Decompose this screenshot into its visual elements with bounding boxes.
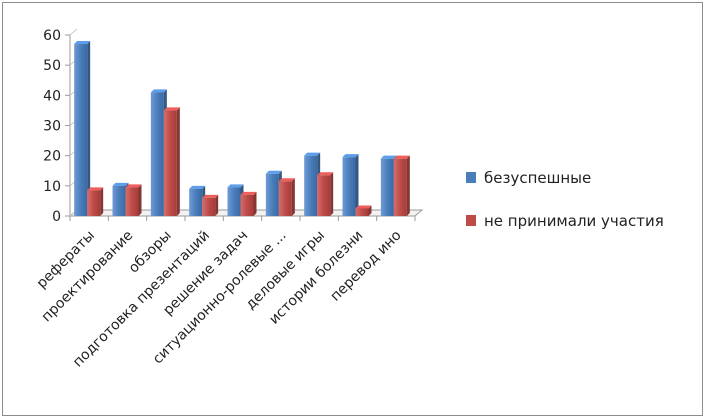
legend-swatch <box>466 172 476 183</box>
bar-top <box>342 154 359 158</box>
bar-front <box>342 157 356 216</box>
y-tick-label: 0 <box>52 209 61 225</box>
bar-ne-prinimali <box>240 191 257 216</box>
bar-top <box>227 184 244 188</box>
bar-top <box>189 185 206 189</box>
bar-front <box>317 175 331 216</box>
bar-side <box>291 178 295 216</box>
y-tick-label: 60 <box>43 28 61 44</box>
bar-top <box>355 205 372 209</box>
bar-top <box>380 155 397 159</box>
bar-side <box>368 205 372 216</box>
legend-swatch <box>466 215 476 226</box>
x-tick-label: перевод ино <box>328 228 405 305</box>
bar-side <box>138 184 142 216</box>
bar-top <box>202 194 219 198</box>
bar-front <box>202 197 216 216</box>
bar-front <box>304 155 318 216</box>
legend-label: безуспешные <box>484 169 591 187</box>
bar-front <box>125 187 139 216</box>
bar-ne-prinimali <box>163 107 180 216</box>
bar-front <box>74 44 88 216</box>
y-tick-label: 40 <box>43 88 61 104</box>
bar-top <box>265 170 282 174</box>
bar-front <box>380 158 394 216</box>
bar-top <box>317 172 334 176</box>
bar-front <box>278 181 292 216</box>
bar-side <box>215 194 219 216</box>
bar-top <box>393 155 410 159</box>
bar-front <box>87 190 101 216</box>
bar-front <box>355 208 369 216</box>
chart-bars <box>74 41 410 216</box>
bar-front <box>265 173 279 216</box>
bar-bezuspeshnye <box>304 152 321 216</box>
bar-side <box>253 191 257 216</box>
bar-bezuspeshnye <box>227 184 244 216</box>
bar-ne-prinimali <box>317 172 334 216</box>
bar-ne-prinimali <box>125 184 142 216</box>
bar-top <box>74 41 91 45</box>
bar-bezuspeshnye <box>74 41 91 216</box>
bar-top <box>112 182 129 186</box>
y-tick-label: 20 <box>43 149 61 165</box>
y-tick-label: 30 <box>43 119 61 135</box>
legend-label: не принимали участия <box>484 212 664 230</box>
bar-top <box>240 191 257 195</box>
bar-ne-prinimali <box>278 178 295 216</box>
bar-side <box>406 155 410 216</box>
bar-ne-prinimali <box>355 205 372 216</box>
bar-ne-prinimali <box>393 155 410 216</box>
bar-front <box>150 92 164 216</box>
bar-side <box>87 41 91 216</box>
legend: безуспешные не принимали участия <box>466 169 664 230</box>
y-tick-depth <box>69 28 78 36</box>
bar-front <box>112 185 126 216</box>
bar-top <box>150 89 167 93</box>
y-tick-label: 50 <box>43 58 61 74</box>
bar-front <box>163 110 177 216</box>
bar-side <box>176 107 180 216</box>
bar-front <box>189 188 203 216</box>
bar-front <box>240 194 254 216</box>
bar-top <box>163 107 180 111</box>
bar-top <box>304 152 321 156</box>
bar-front <box>393 158 407 216</box>
bar-top <box>278 178 295 182</box>
bar-ne-prinimali <box>202 194 219 216</box>
bar-bezuspeshnye <box>342 154 359 216</box>
y-tick-labels: 0 10 20 30 40 50 60 <box>43 28 61 225</box>
bar-top <box>87 187 104 191</box>
y-tick-label: 10 <box>43 179 61 195</box>
bar-side <box>100 187 104 216</box>
bar-ne-prinimali <box>87 187 104 216</box>
bar-top <box>125 184 142 188</box>
bar-front <box>227 187 241 216</box>
bar-side <box>330 172 334 216</box>
bar-side <box>355 154 359 216</box>
